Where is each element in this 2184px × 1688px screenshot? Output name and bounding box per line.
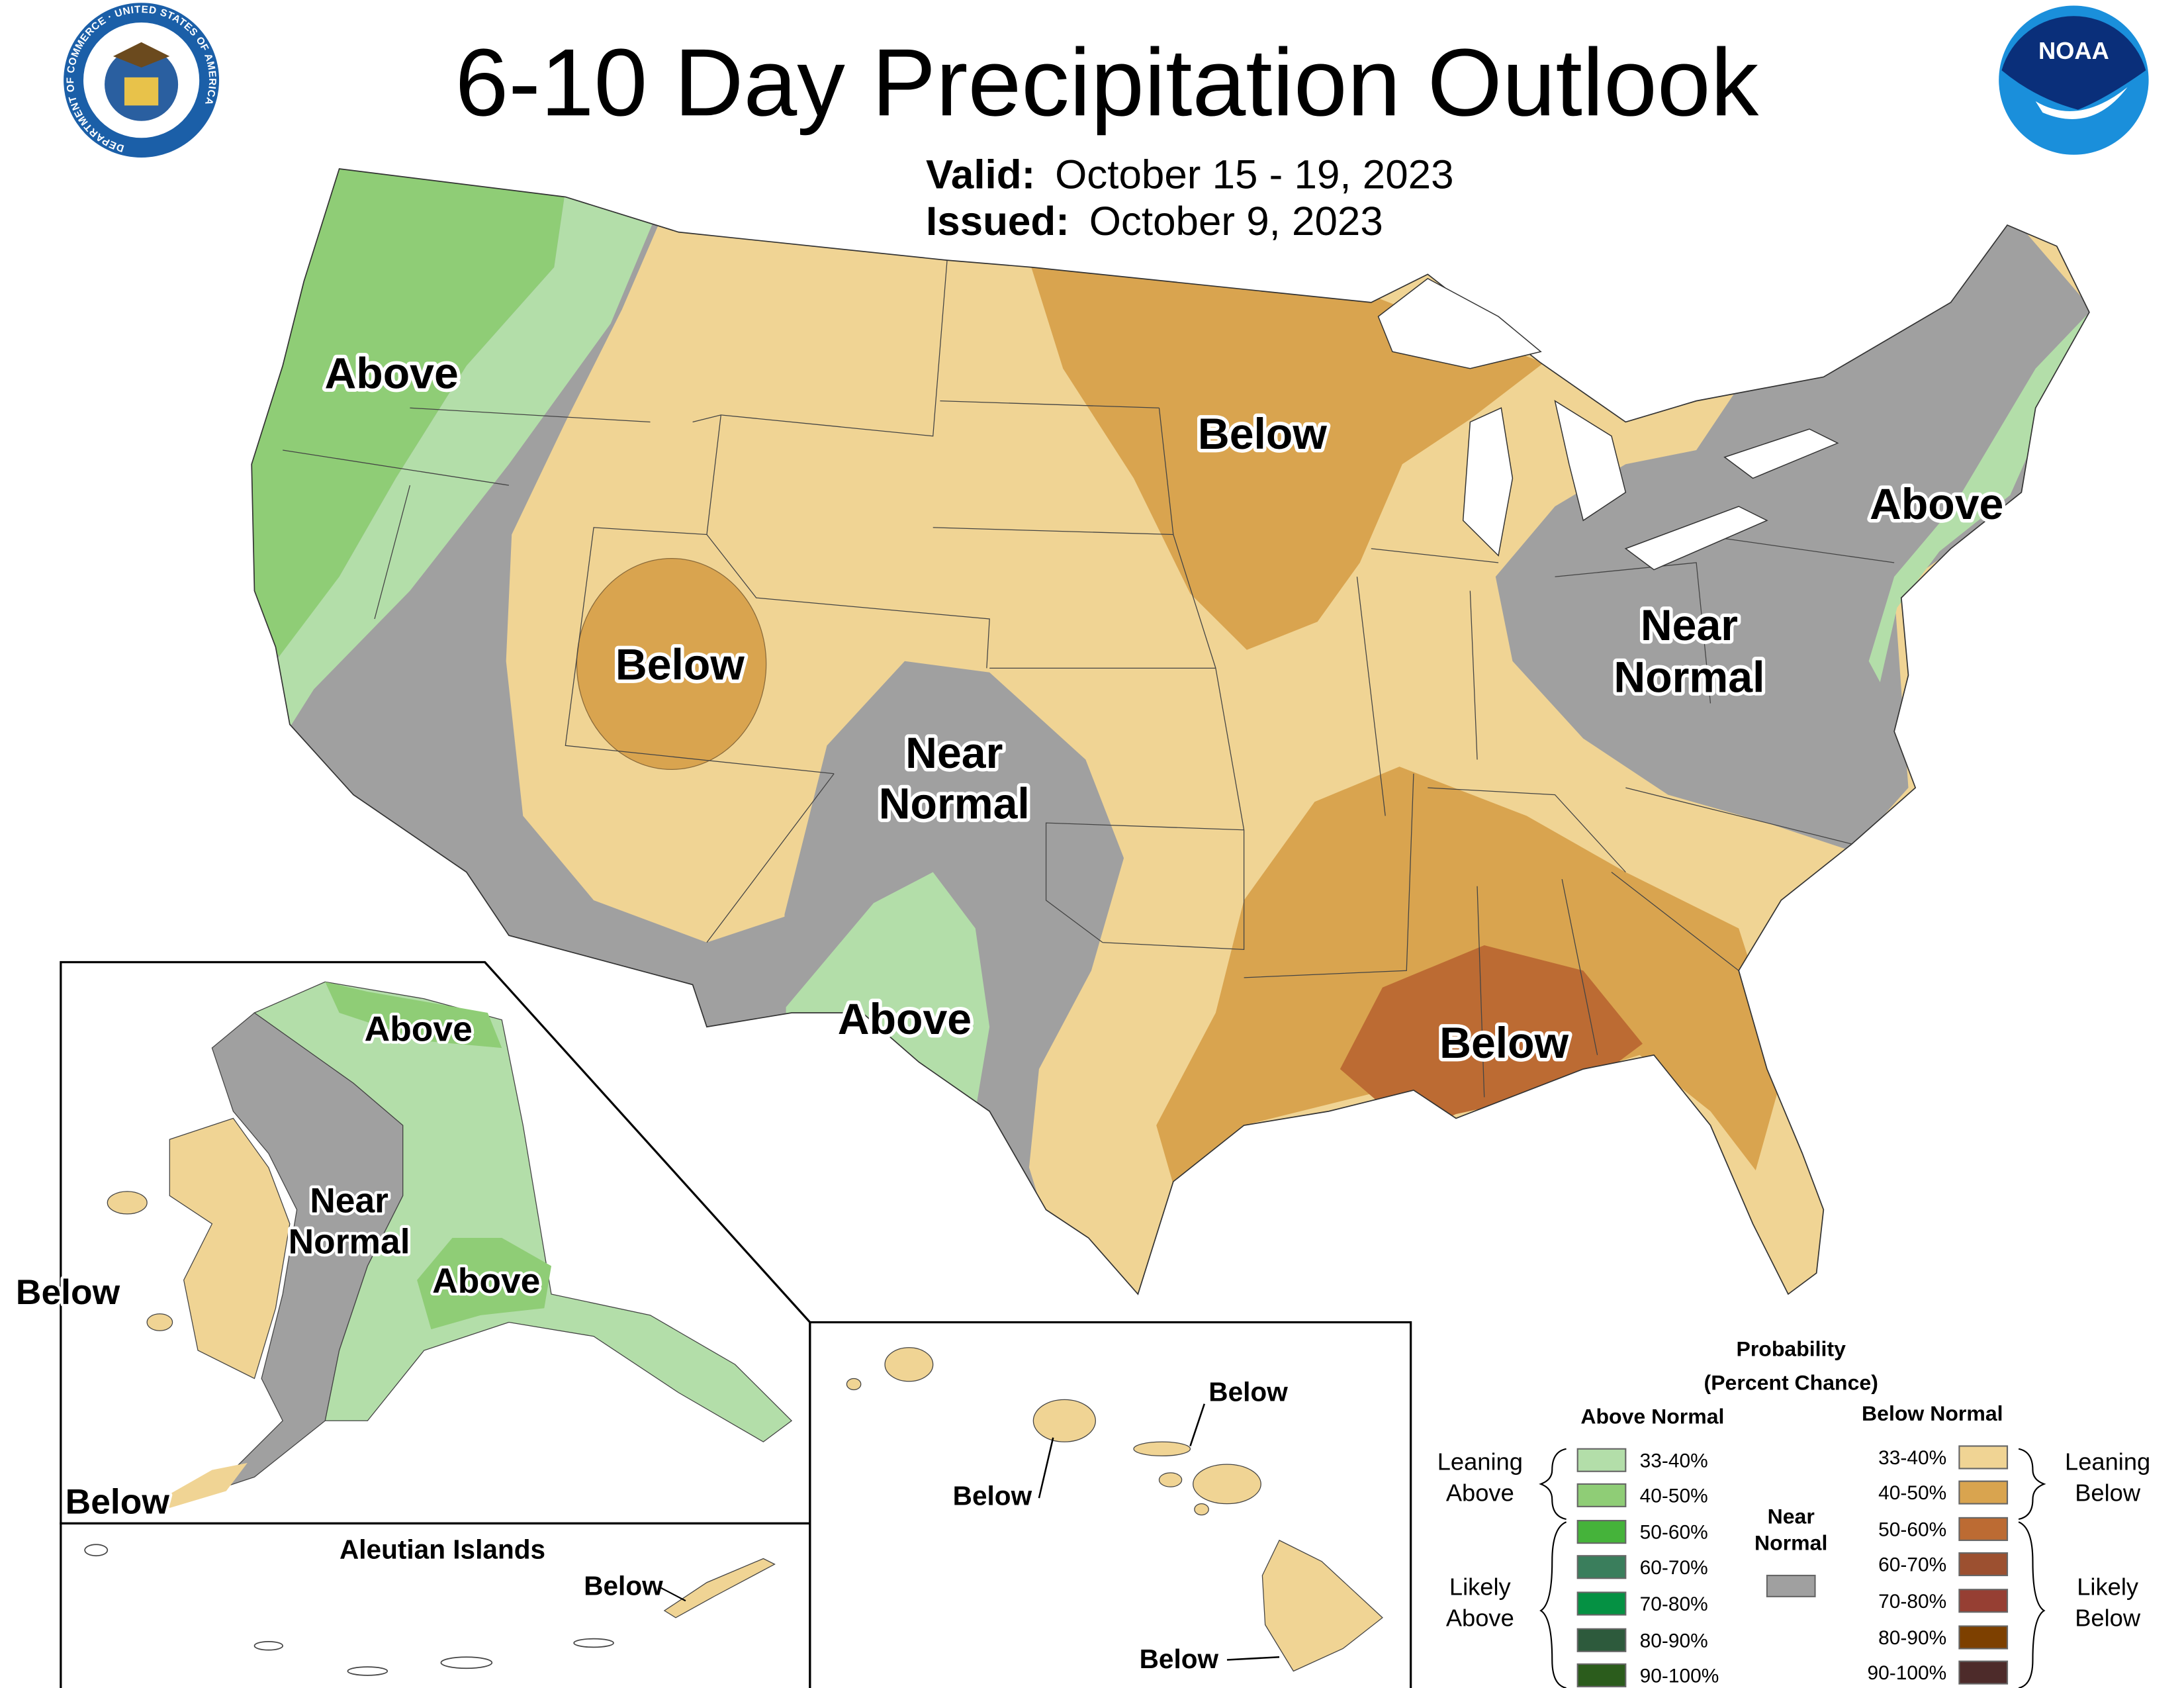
map-label: Below — [1439, 1018, 1569, 1067]
legend-swatch-above — [1576, 1663, 1627, 1687]
legend-range-below: 40-50% — [1878, 1482, 1946, 1504]
legend-swatch-above — [1576, 1628, 1627, 1652]
legend-swatch-below — [1958, 1480, 2009, 1505]
legend-range-above: 70-80% — [1640, 1593, 1708, 1615]
aleutian-title: Aleutian Islands — [340, 1534, 545, 1565]
region-below-40-50-utah — [576, 557, 767, 771]
legend-range-below: 33-40% — [1878, 1447, 1946, 1469]
legend-swatch-below — [1958, 1552, 2009, 1577]
legend-swatch-below — [1958, 1445, 2009, 1470]
alaska-above-33-40 — [253, 981, 793, 1442]
legend-range-above: 33-40% — [1640, 1450, 1708, 1472]
map-label: Below — [615, 640, 745, 689]
legend-range-below: 90-100% — [1868, 1662, 1947, 1684]
state-borders — [283, 260, 1895, 1098]
legend-swatch-above — [1576, 1555, 1627, 1579]
map-label: Below — [1198, 409, 1328, 458]
valid-label: Valid: — [926, 152, 1035, 198]
region-above-40-50-northwest — [251, 169, 566, 661]
alaska-inset — [60, 961, 811, 1524]
legend-swatch-above — [1576, 1448, 1627, 1472]
legend-swatch-above — [1576, 1591, 1627, 1616]
map-label: Normal — [1614, 653, 1764, 702]
legend: Probability (Percent Chance) Above Norma… — [1437, 1337, 2150, 1688]
map-label: Near — [905, 728, 1003, 777]
legend-above-header: Above Normal — [1580, 1405, 1724, 1429]
valid-line: Valid: October 15 - 19, 2023 — [926, 152, 1454, 198]
legend-leaning-above: Leaning — [1437, 1448, 1523, 1476]
legend-swatch-near-normal — [1766, 1574, 1816, 1597]
region-above-33-40-northwest — [275, 189, 653, 739]
legend-swatch-below — [1958, 1660, 2009, 1685]
map-label: Normal — [289, 1222, 410, 1261]
doc-seal-logo: DEPARTMENT OF COMMERCE · UNITED STATES O… — [64, 3, 220, 158]
region-below-40-50-north — [1028, 260, 1544, 650]
legend-leaning-below: Below — [2075, 1479, 2141, 1506]
map-label: Above — [324, 349, 458, 398]
legend-range-below: 50-60% — [1878, 1519, 1946, 1541]
map-label: Below — [1208, 1377, 1288, 1407]
hawaii-inset — [809, 1321, 1412, 1688]
legend-rows: 33-40% 40-50% 50-60% 60-70% 70-80% 80-90% 90-1… — [1576, 1445, 2009, 1687]
alaska-leaning-below — [169, 1117, 291, 1380]
legend-likely-below: Likely — [2077, 1573, 2139, 1601]
legend-subtitle: (Percent Chance) — [1704, 1371, 1878, 1395]
map-label: Near — [310, 1182, 388, 1221]
conus-outline — [251, 168, 2090, 1295]
alaska-peninsula-below — [162, 1463, 248, 1508]
legend-likely-below: Below — [2075, 1605, 2141, 1632]
noaa-logo-text: NOAA — [2038, 37, 2109, 64]
legend-likely-above: Likely — [1449, 1573, 1512, 1601]
legend-swatch-above — [1576, 1520, 1627, 1544]
legend-title: Probability — [1736, 1337, 1846, 1361]
map-label: Above — [838, 994, 972, 1043]
legend-range-above: 60-70% — [1640, 1557, 1708, 1579]
noaa-logo: NOAA — [1999, 5, 2149, 155]
legend-near-normal: Near — [1768, 1504, 1815, 1528]
legend-range-below: 80-90% — [1878, 1627, 1946, 1649]
page-title: 6-10 Day Precipitation Outlook — [455, 29, 1759, 136]
legend-range-below: 70-80% — [1878, 1591, 1946, 1613]
legend-range-above: 50-60% — [1640, 1522, 1708, 1544]
legend-range-below: 60-70% — [1878, 1554, 1946, 1576]
legend-leaning-above: Above — [1446, 1479, 1514, 1506]
legend-leaning-below: Leaning — [2065, 1448, 2150, 1476]
map-label: Below — [16, 1273, 120, 1312]
map-label: Normal — [879, 779, 1030, 828]
alaska-above-40-50-north — [325, 982, 502, 1049]
issued-value: October 9, 2023 — [1089, 199, 1383, 244]
map-label: Above — [365, 1010, 473, 1049]
legend-braces — [1539, 1448, 2046, 1688]
map-label: Below — [953, 1481, 1032, 1511]
legend-likely-above: Above — [1446, 1605, 1514, 1632]
legend-range-above: 90-100% — [1640, 1665, 1719, 1687]
valid-value: October 15 - 19, 2023 — [1055, 152, 1453, 198]
map-label: Above — [1870, 479, 2003, 528]
legend-swatch-below — [1958, 1517, 2009, 1541]
issued-label: Issued: — [926, 199, 1069, 244]
issued-line: Issued: October 9, 2023 — [926, 199, 1383, 244]
legend-below-header: Below Normal — [1862, 1401, 2003, 1425]
legend-near-normal: Normal — [1754, 1531, 1827, 1555]
legend-swatch-below — [1958, 1589, 2009, 1613]
map-label: Below — [584, 1571, 663, 1601]
legend-range-above: 80-90% — [1640, 1630, 1708, 1652]
great-lakes — [1377, 277, 1839, 571]
region-above-33-40-northeast — [1868, 309, 2089, 682]
map-label: Near — [1641, 600, 1738, 649]
legend-range-above: 40-50% — [1640, 1485, 1708, 1507]
legend-swatch-below — [1958, 1625, 2009, 1650]
map-label: Below — [66, 1483, 170, 1522]
map-label: Below — [1140, 1644, 1219, 1674]
legend-swatch-above — [1576, 1483, 1627, 1507]
map-label: Above — [432, 1262, 540, 1301]
aleutian-inset — [60, 1522, 811, 1688]
alaska-above-40-50-south — [417, 1238, 552, 1330]
